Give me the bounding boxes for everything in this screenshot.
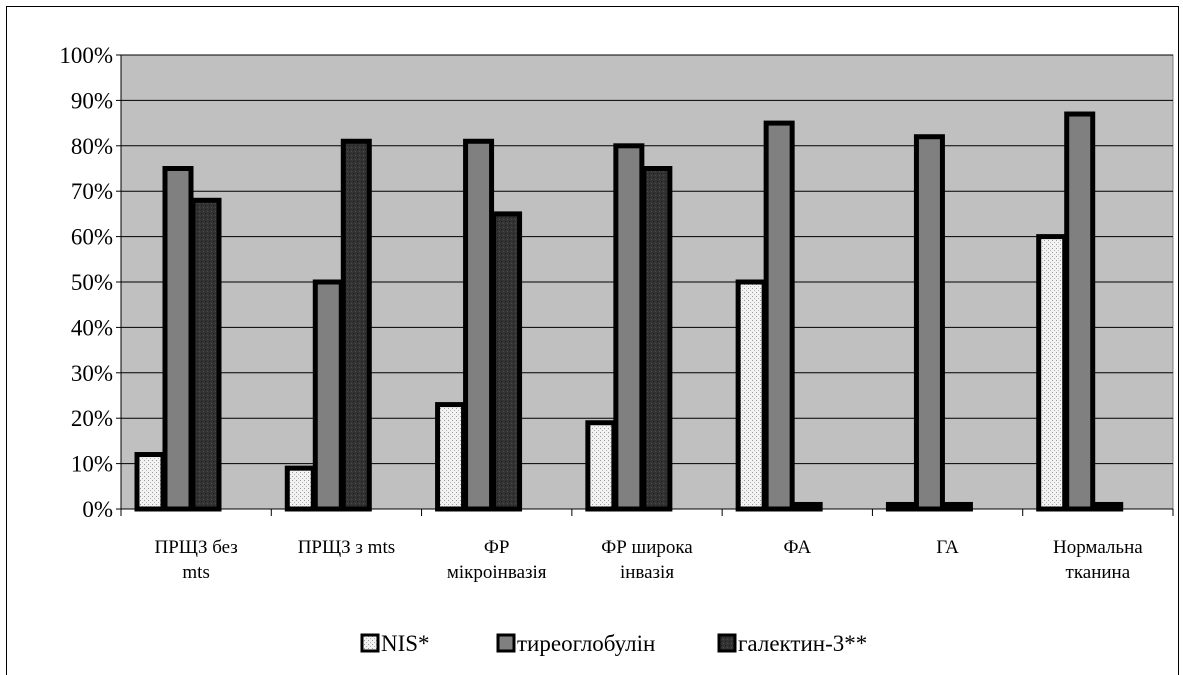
x-tick-label: ПРЩЗ без mts: [154, 537, 237, 583]
y-tick-label: 30%: [71, 361, 113, 386]
bar-galectin3: [941, 501, 973, 512]
x-tick-label: ПРЩЗ з mts: [298, 537, 395, 558]
bar-thyroglobulin: [763, 120, 795, 512]
y-tick-label: 80%: [71, 134, 113, 159]
legend-swatch: [496, 633, 516, 653]
legend-label: тиреоглобулін: [517, 631, 655, 656]
y-tick-label: 20%: [71, 406, 113, 431]
legend-swatch: [360, 633, 380, 653]
bar-thyroglobulin: [913, 134, 945, 512]
legend-swatch: [717, 633, 737, 653]
bar-nis: [885, 501, 917, 512]
y-tick-label: 100%: [59, 43, 113, 68]
bar-galectin3: [1092, 501, 1124, 512]
y-tick-label: 10%: [71, 452, 113, 477]
bar-thyroglobulin: [463, 138, 495, 512]
legend: NIS* тиреоглобулін галектин-3**: [360, 631, 867, 656]
bar-thyroglobulin: [162, 166, 194, 512]
bar-thyroglobulin: [1064, 111, 1096, 512]
bar-thyroglobulin: [312, 279, 344, 512]
bar-thyroglobulin: [613, 143, 645, 512]
legend-label: NIS*: [381, 631, 430, 656]
bar-nis: [735, 279, 767, 512]
y-tick-label: 0%: [82, 497, 113, 522]
bar-galectin3: [190, 197, 222, 512]
x-tick-label: ФР мікроінвазія: [447, 537, 547, 583]
y-tick-label: 50%: [71, 270, 113, 295]
bar-nis: [585, 420, 617, 512]
x-tick-label: ГА: [936, 537, 959, 558]
legend-label: галектин-3**: [738, 631, 867, 656]
bar-galectin3: [491, 211, 523, 512]
bar-galectin3: [340, 138, 372, 512]
bar-galectin3: [641, 166, 673, 512]
y-tick-label: 40%: [71, 315, 113, 340]
bar-nis: [435, 402, 467, 512]
y-tick-label: 90%: [71, 88, 113, 113]
x-tick-label: Нормальна тканина: [1053, 537, 1143, 583]
y-tick-label: 60%: [71, 225, 113, 250]
x-tick-label: ФР широка інвазія: [601, 537, 693, 583]
y-tick-label: 70%: [71, 179, 113, 204]
x-tick-label: ФА: [784, 537, 812, 558]
bar-nis: [134, 452, 166, 512]
bar-galectin3: [791, 501, 823, 512]
bar-nis: [284, 465, 316, 512]
bar-nis: [1036, 234, 1068, 512]
